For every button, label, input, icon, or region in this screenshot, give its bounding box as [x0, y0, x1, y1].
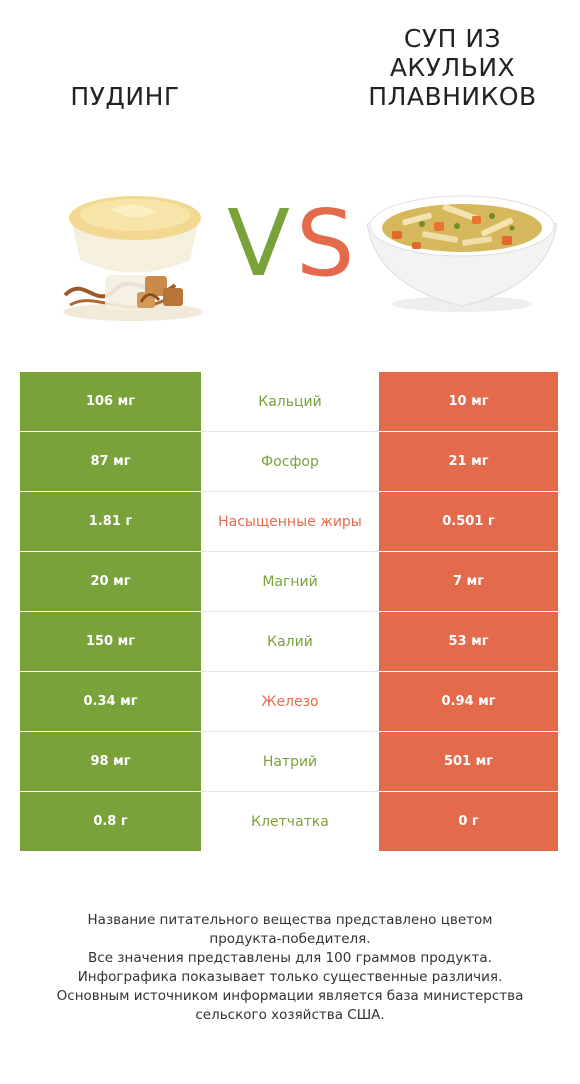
nutrient-comparison-table: 106 мг Кальций 10 мг 87 мг Фосфор 21 мг 1.81 г…	[20, 372, 558, 852]
left-value-cell: 150 мг	[20, 612, 201, 672]
table-row: 20 мг Магний 7 мг	[20, 552, 558, 612]
right-value-cell: 0 г	[379, 792, 558, 852]
table-row: 0.34 мг Железо 0.94 мг	[20, 672, 558, 732]
nutrient-name-cell: Насыщенные жиры	[201, 492, 379, 552]
left-value-cell: 0.8 г	[20, 792, 201, 852]
nutrient-name-cell: Натрий	[201, 732, 379, 792]
footer-line-6: сельского хозяйства США.	[195, 1007, 385, 1023]
shark-fin-soup-image	[366, 195, 558, 312]
right-value-cell: 7 мг	[379, 552, 558, 612]
right-title-line-3: плавников	[368, 82, 537, 111]
footer-line-2: продукта-победителя.	[209, 931, 371, 947]
nutrient-name-cell: Железо	[201, 672, 379, 732]
table-row: 150 мг Калий 53 мг	[20, 612, 558, 672]
table-row: 0.8 г Клетчатка 0 г	[20, 792, 558, 852]
vs-letter-s: S	[296, 190, 355, 297]
nutrient-name-cell: Клетчатка	[201, 792, 379, 852]
footer-line-5: Основным источником информации является …	[56, 988, 524, 1004]
left-value-cell: 98 мг	[20, 732, 201, 792]
nutrient-name-cell: Кальций	[201, 372, 379, 432]
left-value-cell: 106 мг	[20, 372, 201, 432]
nutrient-name-cell: Калий	[201, 612, 379, 672]
left-value-cell: 20 мг	[20, 552, 201, 612]
footer-notes: Название питательного вещества представл…	[20, 911, 560, 1025]
left-product-title: Пудинг	[70, 82, 180, 111]
table-row: 87 мг Фосфор 21 мг	[20, 432, 558, 492]
comparison-header: Пудинг Суп из акульих плавников V S	[0, 0, 580, 370]
right-value-cell: 21 мг	[379, 432, 558, 492]
footer-line-4: Инфографика показывает только существенн…	[77, 969, 503, 985]
table-row: 1.81 г Насыщенные жиры 0.501 г	[20, 492, 558, 552]
right-value-cell: 0.501 г	[379, 492, 558, 552]
right-value-cell: 10 мг	[379, 372, 558, 432]
pudding-image	[63, 196, 203, 321]
left-value-cell: 1.81 г	[20, 492, 201, 552]
footer-line-3: Все значения представлены для 100 граммо…	[88, 950, 492, 966]
footer-line-1: Название питательного вещества представл…	[87, 912, 493, 928]
right-product-title: Суп из акульих плавников	[345, 24, 560, 111]
left-value-cell: 0.34 мг	[20, 672, 201, 732]
right-title-line-1: Суп из	[403, 24, 502, 53]
right-value-cell: 501 мг	[379, 732, 558, 792]
table-row: 106 мг Кальций 10 мг	[20, 372, 558, 432]
vs-letter-v: V	[227, 190, 290, 297]
right-value-cell: 53 мг	[379, 612, 558, 672]
nutrient-name-cell: Магний	[201, 552, 379, 612]
table-row: 98 мг Натрий 501 мг	[20, 732, 558, 792]
nutrient-name-cell: Фосфор	[201, 432, 379, 492]
left-value-cell: 87 мг	[20, 432, 201, 492]
right-title-line-2: акульих	[389, 53, 516, 82]
right-value-cell: 0.94 мг	[379, 672, 558, 732]
